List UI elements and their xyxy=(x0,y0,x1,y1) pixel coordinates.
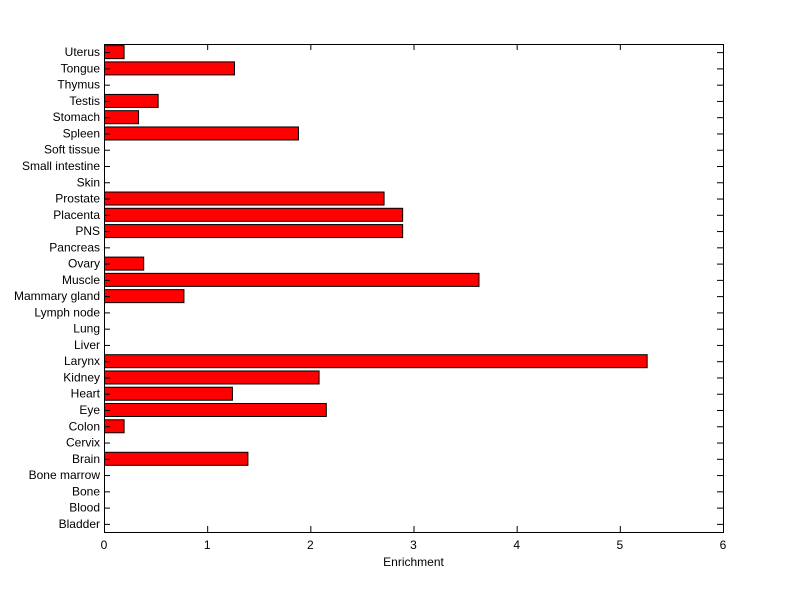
bar-eye xyxy=(104,402,327,418)
bar-heart xyxy=(104,386,233,401)
category-label: Uterus xyxy=(65,45,100,59)
bar-muscle xyxy=(104,272,480,287)
category-label: Cervix xyxy=(66,436,100,450)
category-label: Thymus xyxy=(57,78,100,92)
category-label: Lung xyxy=(73,322,100,336)
category-label: Bone xyxy=(72,484,100,498)
bar-prostate xyxy=(104,191,385,206)
bars xyxy=(104,45,648,466)
category-label: Ovary xyxy=(68,257,100,271)
category-label: Pancreas xyxy=(49,240,100,254)
x-tick-label: 5 xyxy=(616,538,623,552)
category-label: Heart xyxy=(71,387,101,401)
category-label: Eye xyxy=(79,403,100,417)
category-label: Bone marrow xyxy=(29,468,101,482)
category-labels: Uterus Tongue Thymus Testis Stomach Spleen Sof… xyxy=(14,45,101,531)
category-label: Small intestine xyxy=(22,159,100,173)
plot-frame xyxy=(104,44,724,533)
bar-tongue xyxy=(104,61,235,76)
category-label: Stomach xyxy=(53,110,100,124)
x-tick-label: 1 xyxy=(204,538,211,552)
category-label: Muscle xyxy=(62,273,100,287)
category-label: Blood xyxy=(69,501,100,515)
category-label: Spleen xyxy=(63,126,100,140)
category-label: Placenta xyxy=(53,208,100,222)
bar-brain xyxy=(104,451,249,466)
category-label: Kidney xyxy=(63,370,100,384)
category-label: Mammary gland xyxy=(14,289,100,303)
bar-testis xyxy=(104,93,159,108)
x-tick-label: 2 xyxy=(307,538,314,552)
category-label: Colon xyxy=(69,419,100,433)
bar-placenta xyxy=(104,207,404,222)
category-label: Testis xyxy=(69,94,100,108)
category-label: Brain xyxy=(72,452,100,466)
x-tick-label: 6 xyxy=(720,538,727,552)
x-tick-labels: 0 1 2 3 4 5 6 xyxy=(101,538,727,552)
category-label: Prostate xyxy=(55,192,100,206)
x-tick-label: 0 xyxy=(101,538,108,552)
bar-larynx xyxy=(104,354,648,369)
category-label: Lymph node xyxy=(34,305,100,319)
category-label: Bladder xyxy=(59,517,100,531)
category-label: Skin xyxy=(77,175,100,189)
category-label: Soft tissue xyxy=(44,143,100,157)
bar-ovary xyxy=(104,256,145,271)
bar-pns xyxy=(104,224,404,239)
bar-uterus xyxy=(104,45,125,60)
category-label: PNS xyxy=(75,224,100,238)
bar-mammary-gland xyxy=(104,289,185,304)
x-tick-label: 3 xyxy=(410,538,417,552)
category-label: Liver xyxy=(74,338,100,352)
x-tick-label: 4 xyxy=(513,538,520,552)
x-axis-title: Enrichment xyxy=(383,555,444,569)
category-label: Tongue xyxy=(61,61,101,75)
category-label: Larynx xyxy=(64,354,100,368)
bar-kidney xyxy=(104,370,320,385)
bar-spleen xyxy=(104,126,299,141)
